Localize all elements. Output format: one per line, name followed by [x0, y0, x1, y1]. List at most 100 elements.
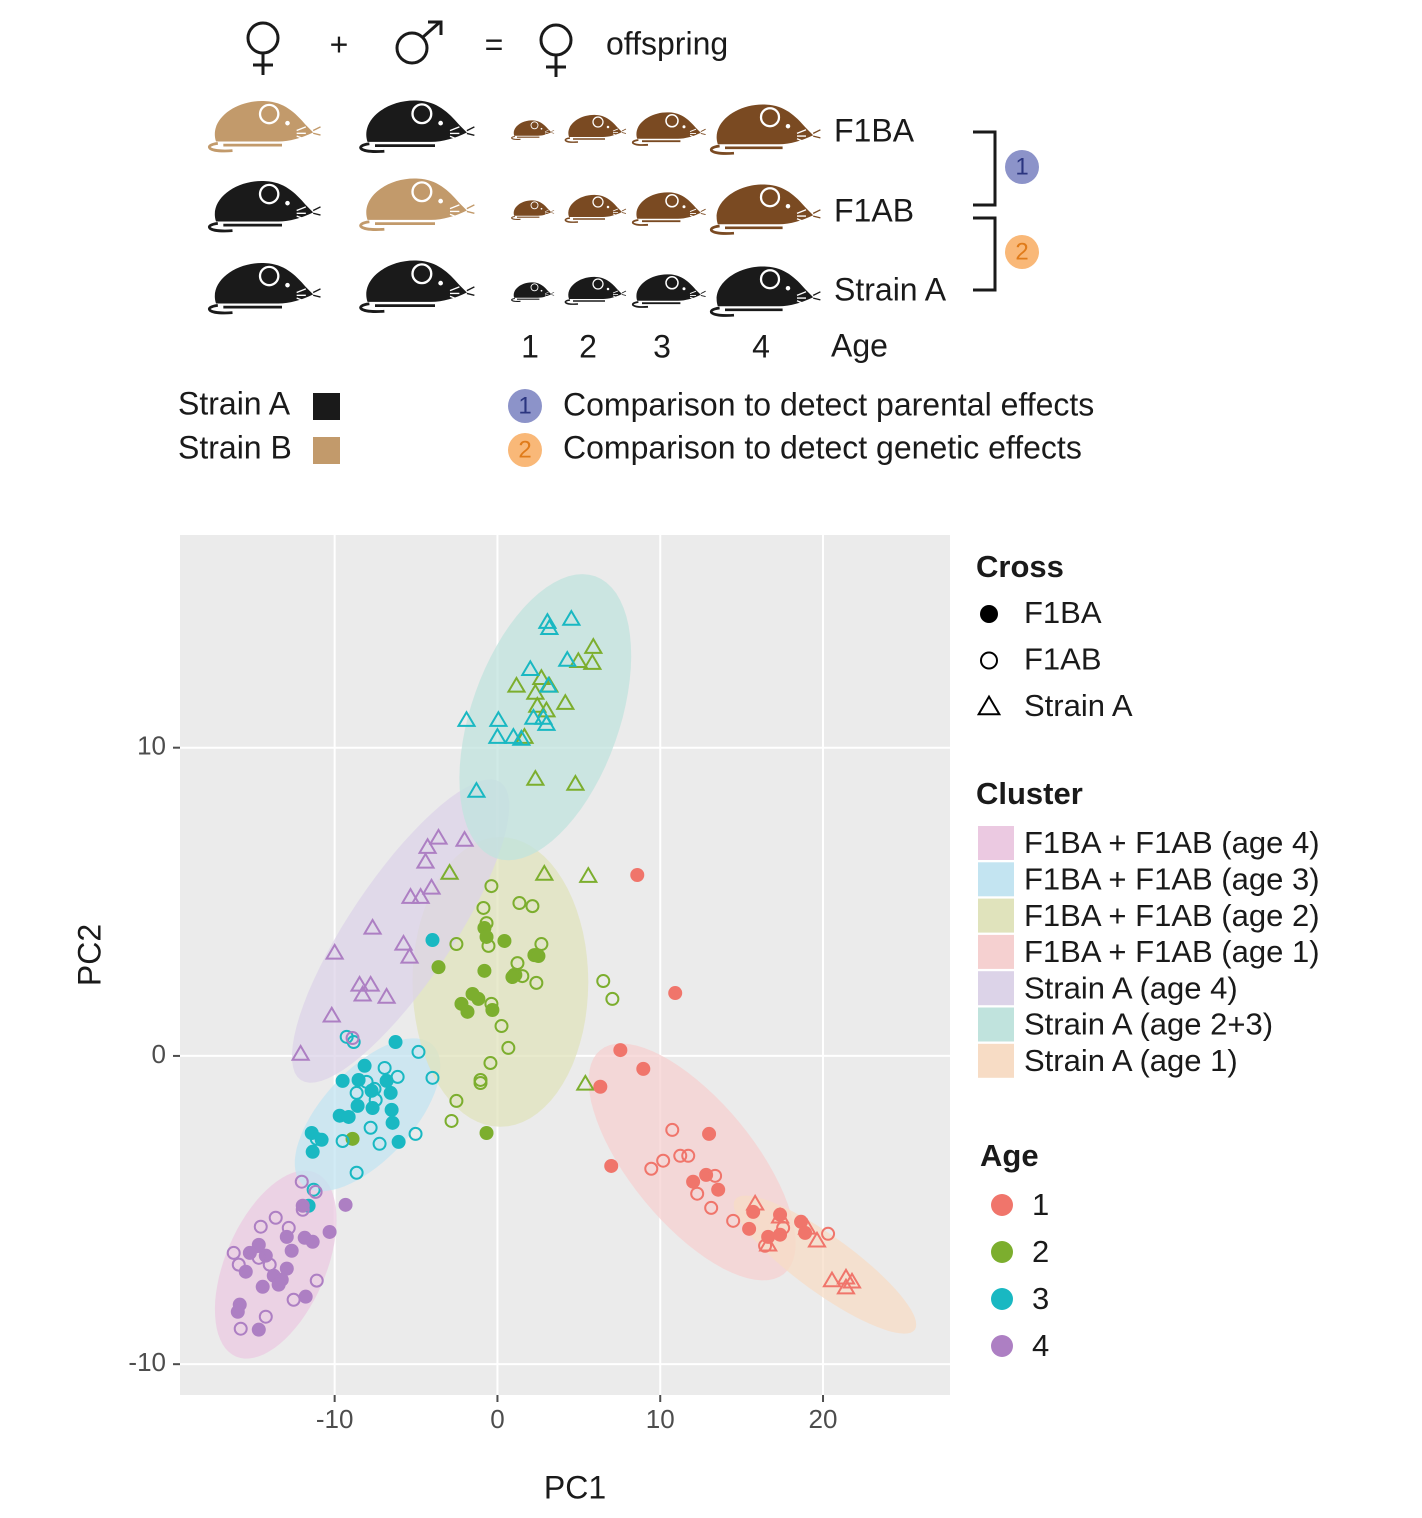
point: [230, 1304, 245, 1319]
point: [798, 1225, 813, 1240]
comparison-badge: [1005, 235, 1039, 269]
point: [425, 933, 440, 948]
point: [484, 879, 499, 894]
point: [794, 1214, 809, 1229]
x-axis-label: PC1: [544, 1469, 606, 1505]
point: [523, 708, 544, 725]
point: [439, 863, 460, 880]
point: [449, 1093, 464, 1108]
legend-symbol: [991, 1335, 1013, 1357]
point: [385, 1115, 400, 1130]
point: [349, 1085, 364, 1100]
point: [527, 696, 548, 713]
point: [408, 1126, 423, 1141]
point: [746, 1204, 761, 1219]
point: [605, 991, 620, 1006]
point: [388, 1035, 403, 1050]
legend-label: 2: [1032, 1234, 1049, 1269]
diagram: + = offspring F1B: [178, 20, 1094, 467]
male-symbol: [395, 20, 443, 65]
point: [534, 937, 549, 952]
point: [487, 727, 508, 744]
point: [253, 1219, 268, 1234]
x-tick-label: -10: [316, 1404, 354, 1434]
age-number: 4: [752, 328, 770, 364]
scatter-chart: -10 0 10 20 -10 0 10 Cross F1BA F1AB Strain A Clust…: [128, 535, 1320, 1434]
point: [306, 1182, 321, 1197]
point: [324, 942, 345, 960]
bracket: [973, 130, 997, 292]
point: [479, 1125, 494, 1140]
point: [391, 1134, 406, 1149]
point: [425, 1070, 440, 1085]
point: [372, 1136, 387, 1151]
cluster-ellipse: [292, 779, 510, 1083]
comparison-label: Comparison to detect parental effects: [563, 386, 1094, 422]
point: [477, 963, 492, 978]
point: [363, 1120, 378, 1135]
point: [352, 984, 373, 1002]
point: [708, 1168, 723, 1183]
point: [636, 1061, 651, 1076]
comparison-label: Comparison to detect genetic effects: [563, 429, 1082, 465]
point: [471, 991, 486, 1006]
legend-label: Strain A: [1024, 688, 1133, 723]
point: [233, 1321, 248, 1336]
point: [668, 986, 683, 1001]
point: [630, 867, 645, 882]
point: [281, 1220, 296, 1235]
point: [444, 1113, 459, 1128]
point: [525, 899, 540, 914]
point: [702, 1126, 717, 1141]
point: [473, 1076, 488, 1091]
point: [238, 1264, 253, 1279]
point: [497, 933, 512, 948]
legend-title: Age: [980, 1138, 1039, 1173]
point: [262, 1257, 277, 1272]
x-tick-label: 10: [646, 1404, 675, 1434]
point: [421, 877, 442, 895]
row-label: F1BA: [834, 112, 915, 148]
point: [376, 987, 397, 1004]
comparison-number: 1: [1015, 153, 1028, 180]
legend-swatch: [978, 1043, 1014, 1078]
legend-swatch: [978, 1007, 1014, 1042]
legend-label: Strain A (age 1): [1024, 1043, 1238, 1078]
point: [251, 1237, 266, 1252]
age-number: 1: [521, 328, 539, 364]
comparison-badge: [508, 389, 542, 423]
point: [575, 1073, 596, 1091]
point: [561, 609, 582, 626]
point: [305, 1234, 320, 1249]
point: [417, 837, 438, 854]
point: [399, 946, 420, 964]
point: [411, 1044, 426, 1059]
strain-label: Strain B: [178, 429, 292, 465]
legend-label: F1BA + F1AB (age 1): [1024, 934, 1320, 969]
point: [481, 938, 496, 953]
point: [279, 1229, 294, 1244]
point: [578, 866, 599, 883]
point: [431, 960, 446, 975]
point: [322, 1224, 337, 1239]
point: [514, 727, 535, 744]
point: [383, 1085, 398, 1100]
legend-title: Cross: [976, 549, 1064, 584]
point: [656, 1153, 671, 1168]
strain-swatch: [313, 393, 340, 420]
point: [613, 1043, 628, 1058]
row-label: F1AB: [834, 192, 914, 228]
comparison-number: 2: [1015, 238, 1028, 265]
legend-label: 1: [1032, 1187, 1049, 1222]
point: [536, 714, 557, 731]
point: [726, 1213, 741, 1228]
point: [284, 1243, 299, 1258]
point: [393, 934, 414, 951]
point: [525, 769, 546, 786]
point: [360, 975, 381, 992]
point: [456, 710, 477, 727]
point: [400, 887, 421, 904]
point: [368, 1093, 383, 1108]
point: [537, 612, 558, 629]
point: [836, 1277, 856, 1295]
